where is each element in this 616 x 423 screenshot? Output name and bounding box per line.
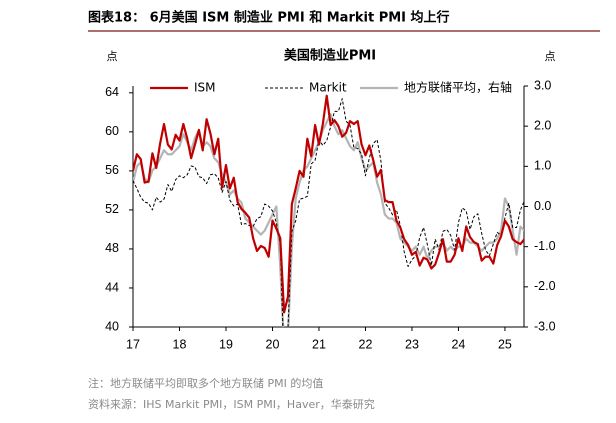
y2-tick-label: -1.0 <box>534 239 556 253</box>
legend-label: 地方联储平均，右轴 <box>404 80 512 95</box>
y-tick-label: 40 <box>105 319 119 333</box>
x-tick-label: 17 <box>126 337 140 351</box>
chart-title: 美国制造业PMI <box>284 48 376 64</box>
x-tick-label: 20 <box>266 337 280 351</box>
y2-tick-label: 2.0 <box>534 118 551 132</box>
legend-label: ISM <box>194 81 216 95</box>
x-tick-label: 25 <box>498 337 512 351</box>
source: 资料来源：IHS Markit PMI，ISM PMI，Haver，华泰研究 <box>88 397 375 411</box>
x-tick-label: 22 <box>359 337 373 351</box>
x-tick-label: 21 <box>312 337 326 351</box>
series-line <box>133 98 524 327</box>
y2-tick-label: -2.0 <box>534 279 556 293</box>
note: 注：地方联储平均即取多个地方联储 PMI 的均值 <box>88 376 323 390</box>
y-tick-label: 64 <box>105 85 119 99</box>
y-tick-label: 48 <box>105 241 119 255</box>
legend-label: Markit <box>309 81 347 95</box>
x-tick-label: 23 <box>405 337 419 351</box>
figure-title: 图表18： 6月美国 ISM 制造业 PMI 和 Markit PMI 均上行 <box>88 10 450 26</box>
y-tick-label: 60 <box>105 124 119 138</box>
x-tick-label: 18 <box>173 337 187 351</box>
x-tick-label: 24 <box>451 337 465 351</box>
series-line <box>133 94 524 314</box>
y2-tick-label: 0.0 <box>534 199 551 213</box>
x-tick-label: 19 <box>219 337 233 351</box>
y-axis-label: 点 <box>107 50 118 63</box>
y2-tick-label: -3.0 <box>534 319 556 333</box>
y2-axis-label: 点 <box>545 50 556 63</box>
y-tick-label: 44 <box>105 280 119 294</box>
plot-area <box>133 94 524 327</box>
y-tick-label: 52 <box>105 202 119 216</box>
y-tick-label: 56 <box>105 163 119 177</box>
y2-tick-label: 1.0 <box>534 159 551 173</box>
y2-tick-label: 3.0 <box>534 78 551 92</box>
